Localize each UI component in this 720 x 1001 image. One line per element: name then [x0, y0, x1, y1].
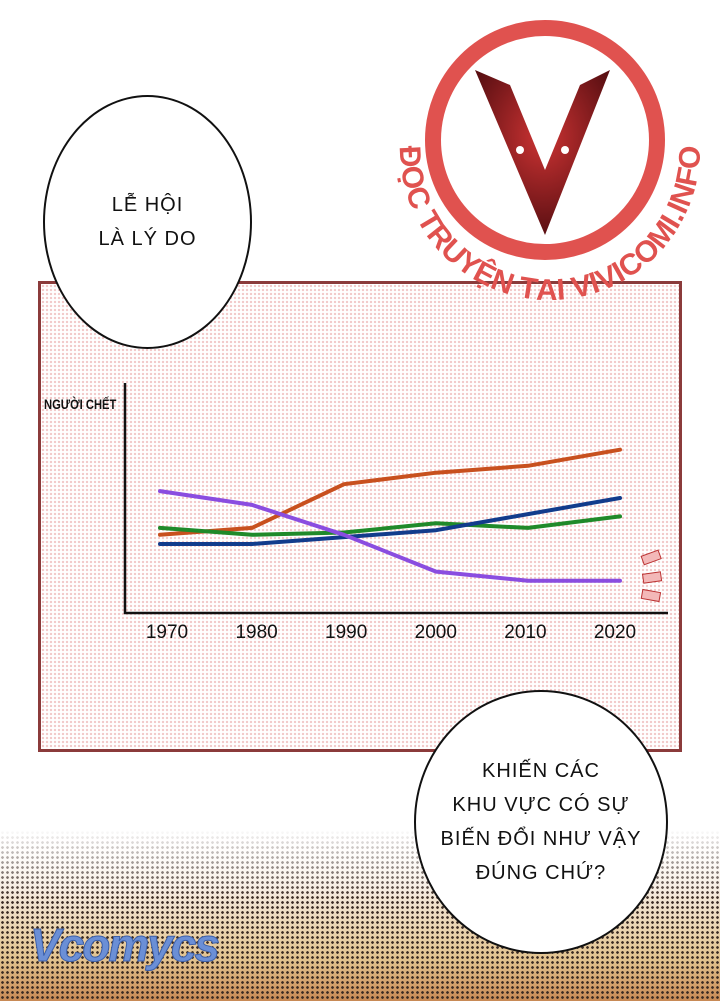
- x-tick-label: 1970: [145, 622, 189, 643]
- chart-panel: [38, 281, 682, 752]
- bubble-line: BIẾN ĐỔI NHƯ VẬY: [440, 828, 642, 850]
- x-tick-label: 2000: [414, 622, 457, 643]
- watermark-logo: ĐỌC TRUYỆN TẠI VIVICOMI.INFO: [393, 20, 707, 300]
- bubble-line: LÀ LÝ DO: [98, 228, 197, 250]
- x-tick-label: 2020: [593, 622, 637, 643]
- x-tick-label: 2010: [504, 622, 547, 643]
- speech-bubble-bottom: KHIẾN CÁC KHU VỰC CÓ SỰ BIẾN ĐỔI NHƯ VẬY…: [414, 690, 668, 954]
- vcomycs-logo: Vcomycs: [29, 919, 220, 972]
- series-line-0: [158, 447, 622, 537]
- series-line-1: [158, 514, 622, 537]
- bubble-line: KHIẾN CÁC: [482, 760, 600, 782]
- series-line-2: [158, 496, 622, 546]
- series-line-3: [158, 489, 622, 583]
- bubble-line: KHU VỰC CÓ SỰ: [452, 794, 630, 816]
- y-axis-label: NGƯỜI CHẾT: [44, 396, 117, 412]
- x-tick-label: 1990: [325, 622, 368, 643]
- bubble-line: ĐÚNG CHỨ?: [475, 862, 607, 884]
- bubble-line: LỄ HỘI: [111, 194, 184, 216]
- speech-bubble-top: LỄ HỘI LÀ LÝ DO: [43, 95, 252, 349]
- x-tick-label: 1980: [235, 622, 278, 643]
- bandage-marks: [640, 549, 663, 603]
